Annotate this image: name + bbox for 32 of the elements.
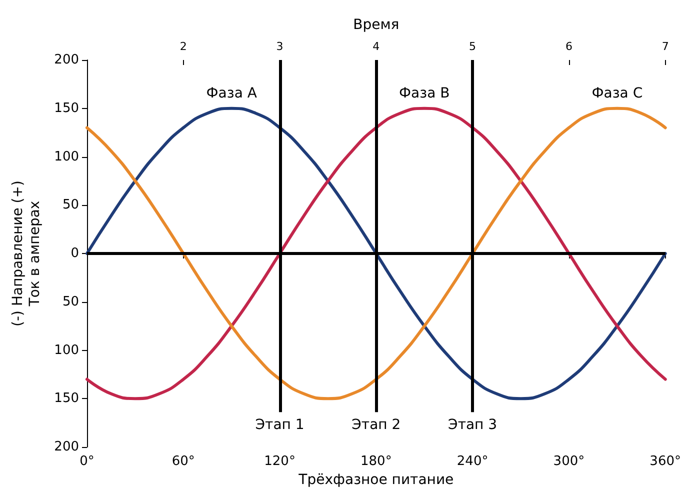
x2-axis-title: Время — [353, 17, 400, 33]
y-axis-title: (-) Направление (+) Ток в амперах — [10, 180, 43, 326]
x-tick-label: 0° — [80, 454, 94, 469]
x-tick-label: 120° — [264, 454, 296, 469]
y-tick-label: 0 — [70, 246, 79, 261]
y-tick-label: 50 — [62, 294, 79, 310]
y-tick-label: 200 — [54, 440, 79, 454]
ref-line-label: Этап 2 — [352, 417, 401, 434]
x-tick-label: 360° — [650, 454, 682, 469]
series-label: Фаза B — [399, 85, 450, 102]
ref-line-label: Этап 3 — [448, 417, 498, 434]
x2-tick-label: 7 — [662, 40, 669, 53]
line-series — [86, 106, 667, 400]
y-tick-label: 100 — [54, 342, 79, 358]
x-tick-label: 240° — [456, 454, 488, 469]
x-axis-title: Трёхфазное питание — [298, 472, 454, 488]
series-label: Фаза A — [206, 85, 258, 102]
y-tick-label: 200 — [54, 52, 79, 68]
y-tick-label: 150 — [54, 100, 79, 116]
series-label: Фаза C — [592, 85, 643, 102]
x2-tick-label: 3 — [276, 40, 284, 53]
y-tick-label: 150 — [54, 391, 79, 406]
x-tick-label: 60° — [172, 454, 195, 469]
x-tick-label: 180° — [360, 454, 392, 469]
x2-tick-label: 6 — [565, 40, 572, 53]
y-tick-label: 100 — [54, 149, 79, 164]
x2-tick-label: 5 — [469, 40, 476, 53]
x2-tick-label: 2 — [180, 40, 187, 53]
ref-line-label: Этап 1 — [255, 417, 304, 434]
x-tick-label: 300° — [553, 454, 585, 469]
x2-tick-label: 4 — [372, 40, 380, 53]
y-tick-label: 50 — [62, 198, 79, 213]
